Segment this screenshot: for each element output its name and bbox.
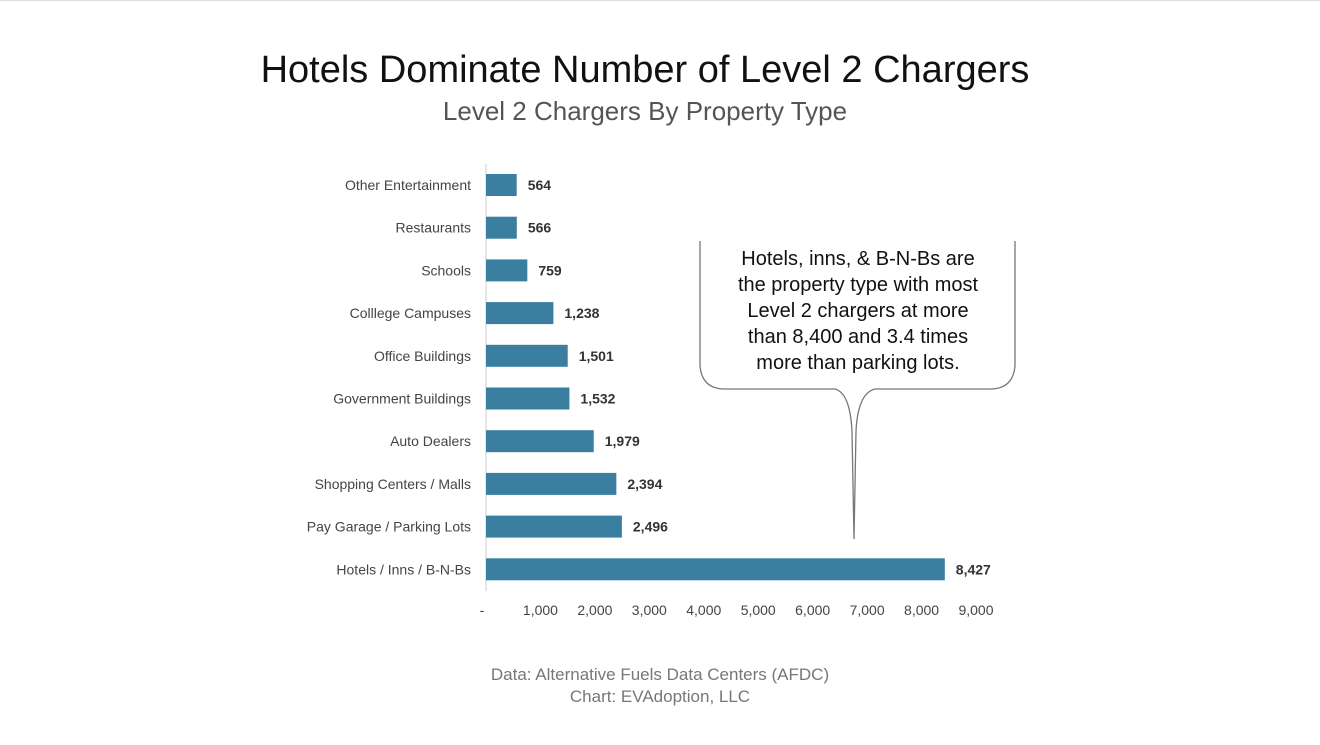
data-label: 566: [528, 220, 552, 236]
category-label: Office Buildings: [374, 348, 471, 364]
x-tick-label: 1,000: [523, 602, 558, 618]
bar: [486, 174, 517, 196]
bar: [486, 430, 594, 453]
category-label: Hotels / Inns / B-N-Bs: [336, 561, 471, 577]
source-data: Data: Alternative Fuels Data Centers (AF…: [490, 665, 830, 684]
category-label: Shopping Centers / Malls: [315, 476, 471, 492]
bar: [486, 558, 945, 581]
x-tick-label: 5,000: [741, 602, 776, 618]
bar: [486, 216, 517, 239]
category-label: Auto Dealers: [390, 433, 471, 449]
x-tick-label: -: [480, 602, 485, 618]
annotation-text: than 8,400 and 3.4 times: [748, 326, 968, 348]
bar: [486, 515, 622, 538]
x-tick-label: 9,000: [958, 602, 993, 618]
annotation-text: the property type with most: [738, 274, 979, 296]
data-label: 1,979: [605, 433, 640, 449]
bar: [486, 387, 570, 410]
annotation-text: more than parking lots.: [756, 352, 959, 374]
chart-title: Hotels Dominate Number of Level 2 Charge…: [260, 49, 1030, 91]
x-tick-label: 6,000: [795, 602, 830, 618]
data-label: 8,427: [956, 561, 991, 577]
data-label: 759: [538, 262, 562, 278]
data-label: 2,394: [627, 476, 662, 492]
category-label: Colllege Campuses: [350, 305, 471, 321]
x-tick-label: 7,000: [850, 602, 885, 618]
bar: [486, 259, 528, 282]
category-label: Other Entertainment: [345, 177, 471, 193]
bar: [486, 344, 568, 367]
x-tick-label: 8,000: [904, 602, 939, 618]
bar: [486, 472, 617, 495]
category-label: Schools: [421, 262, 471, 278]
data-label: 2,496: [633, 519, 668, 535]
x-tick-label: 3,000: [632, 602, 667, 618]
data-label: 1,532: [580, 391, 615, 407]
annotation-text: Hotels, inns, & B-N-Bs are: [741, 248, 974, 270]
category-label: Government Buildings: [333, 391, 471, 407]
data-label: 564: [528, 177, 552, 193]
data-label: 1,238: [564, 305, 599, 321]
bar: [486, 302, 554, 325]
category-label: Pay Garage / Parking Lots: [307, 519, 471, 535]
x-tick-label: 2,000: [577, 602, 612, 618]
source-chart: Chart: EVAdoption, LLC: [569, 687, 751, 706]
chart-subtitle: Level 2 Chargers By Property Type: [442, 96, 848, 126]
annotation-callout: [699, 241, 1016, 540]
category-label: Restaurants: [396, 220, 471, 236]
annotation-text: Level 2 chargers at more: [747, 300, 968, 322]
data-label: 1,501: [579, 348, 614, 364]
x-tick-label: 4,000: [686, 602, 721, 618]
